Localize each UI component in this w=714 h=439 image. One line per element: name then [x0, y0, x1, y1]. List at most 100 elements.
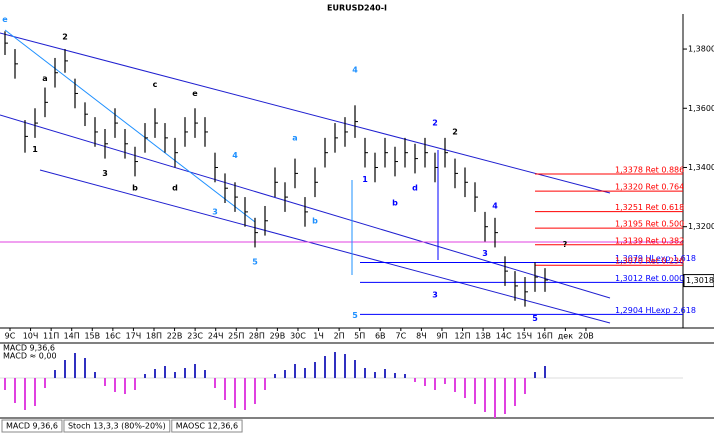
macd-bar [294, 364, 296, 378]
macd-bar [64, 360, 66, 378]
macd-bar [274, 374, 276, 378]
macd-bar [144, 374, 146, 378]
x-tick-label: 1Ч [313, 332, 324, 341]
y-tick-label: 1,3200 [688, 222, 714, 231]
level-label: 1,2904 HLexp 2.618 [615, 306, 696, 315]
macd-bar [184, 368, 186, 378]
wave-line [4, 29, 256, 223]
wave-label: e [2, 15, 8, 24]
macd-bar [324, 356, 326, 378]
macd-bar [314, 362, 316, 378]
macd-bar [404, 374, 406, 378]
macd-bar [124, 378, 126, 394]
macd-bar [194, 364, 196, 378]
macd-bar [24, 378, 26, 410]
indicator-tab[interactable]: MACD 9,36,6 [6, 422, 58, 431]
macd-bar [114, 378, 116, 392]
macd-bar [334, 352, 336, 378]
macd-bar [154, 369, 156, 378]
macd-bar [504, 378, 506, 414]
wave-label: 1 [32, 145, 38, 154]
x-tick-label: 15В [84, 332, 100, 341]
wave-label: e [192, 89, 198, 98]
wave-label: 1 [362, 175, 368, 184]
x-tick-label: 23С [187, 332, 203, 341]
wave-label: 5 [532, 314, 538, 323]
macd-bar [224, 378, 226, 400]
indicator-tab[interactable]: MAOSC 12,36,6 [176, 422, 238, 431]
current-price-label: 1,3018 [686, 276, 714, 285]
macd-bar [514, 378, 516, 406]
macd-bar [104, 378, 106, 386]
level-label: 1,3251 Ret 0.618 [615, 203, 684, 212]
macd-bar [4, 378, 6, 390]
macd-bar [374, 372, 376, 378]
x-tick-label: 16П [537, 332, 553, 341]
wave-label: 4 [352, 65, 358, 74]
macd-bar [524, 378, 526, 394]
macd-bar [344, 354, 346, 378]
x-tick-label: 13В [475, 332, 491, 341]
wave-label: 3 [482, 249, 488, 258]
macd-bar [354, 360, 356, 378]
wave-label: b [312, 216, 318, 225]
macd-bar [34, 378, 36, 406]
level-label: 1,3378 Ret 0.886 [615, 165, 684, 174]
level-label: 1,3012 Ret 0.000 [615, 274, 684, 283]
wave-label: 2 [432, 119, 438, 128]
x-tick-label: 8Ч [416, 332, 427, 341]
macd-bar [544, 366, 546, 378]
x-tick-label: 14С [496, 332, 512, 341]
x-tick-label: 12П [454, 332, 470, 341]
x-tick-label: дек [558, 332, 573, 341]
wave-label: 2 [62, 33, 68, 42]
y-tick-label: 1,3400 [688, 163, 714, 172]
macd-bar [474, 378, 476, 404]
level-label: 1,3195 Ret 0.500 [615, 220, 684, 229]
macd-bar [44, 378, 46, 388]
x-tick-label: 2П [334, 332, 345, 341]
macd-bar [394, 373, 396, 378]
x-tick-label: 18П [146, 332, 162, 341]
tab-frame[interactable] [1, 419, 63, 433]
macd-bar [14, 378, 16, 403]
x-tick-label: 16С [105, 332, 121, 341]
macd-bar [234, 378, 236, 408]
macd-bar [494, 378, 496, 418]
macd-bar [214, 378, 216, 388]
macd-bar [254, 378, 256, 404]
macd-bar [164, 366, 166, 378]
macd-bar [444, 378, 446, 384]
wave-label: 5 [352, 311, 358, 320]
macd-bar [464, 378, 466, 398]
macd-bar [454, 378, 456, 392]
macd-bar [244, 378, 246, 410]
macd-bar [284, 370, 286, 378]
tab-frame[interactable] [171, 419, 243, 433]
tab-frame[interactable] [63, 419, 171, 433]
x-tick-label: 6В [375, 332, 386, 341]
indicator-tab[interactable]: Stoch 13,3,3 (80%-20%) [68, 422, 166, 431]
macd-bar [364, 368, 366, 378]
macd-bar [424, 378, 426, 386]
x-tick-label: 30С [290, 332, 306, 341]
x-tick-label: 28П [249, 332, 265, 341]
macd-bar [204, 370, 206, 378]
x-tick-label: 10Ч [23, 332, 39, 341]
macd-bar [74, 353, 76, 378]
macd-value: MACD ≈ 0,00 [3, 352, 57, 361]
macd-bar [414, 378, 416, 382]
macd-bar [384, 369, 386, 378]
x-tick-label: 11П [43, 332, 59, 341]
macd-bar [304, 368, 306, 378]
x-tick-label: 20В [578, 332, 594, 341]
wave-label: c [153, 80, 158, 89]
wave-label: 3 [212, 207, 218, 216]
macd-bar [54, 370, 56, 378]
macd-bar [534, 372, 536, 378]
x-tick-label: 29В [270, 332, 286, 341]
level-label: 1,3070 Ret 0.236 [615, 257, 684, 266]
wave-label: 4 [232, 151, 238, 160]
